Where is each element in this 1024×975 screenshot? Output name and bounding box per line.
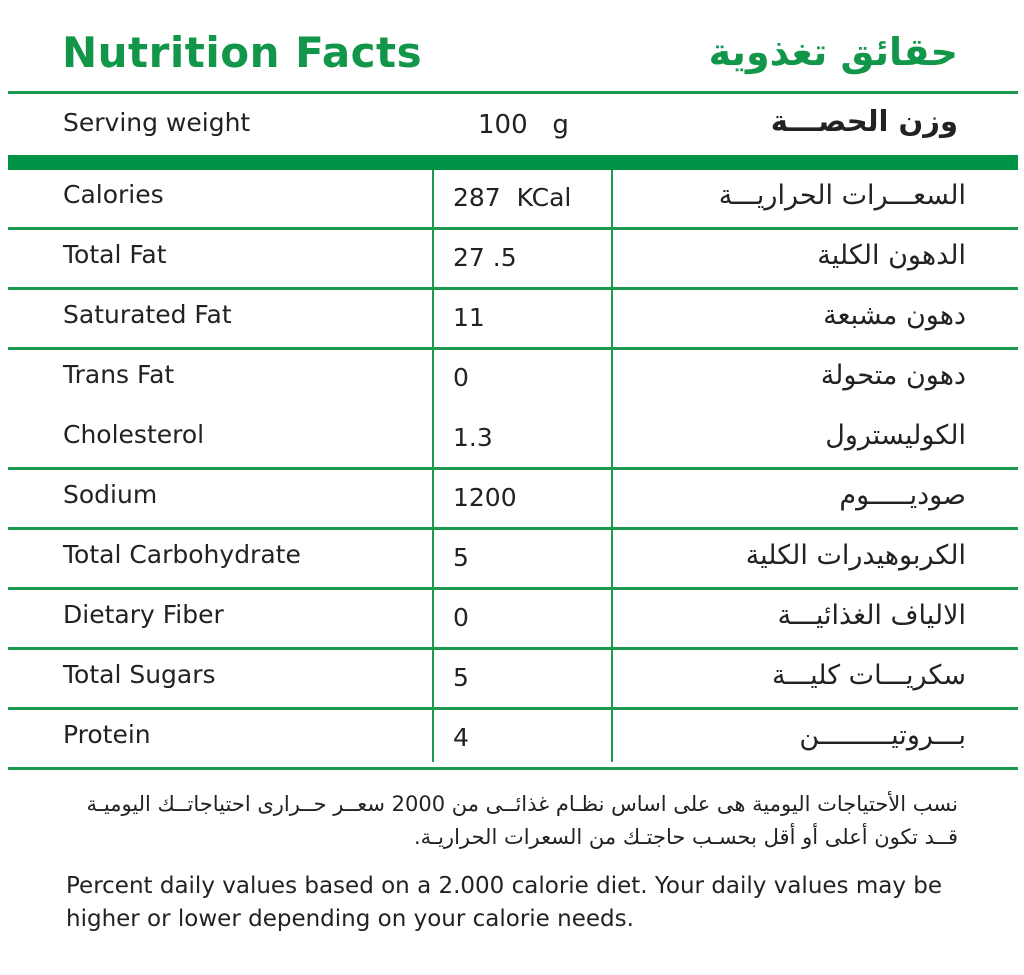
nutrient-row: Total Fat 27 .5 الدهون الكلية bbox=[8, 230, 1018, 290]
nutrient-value: 287 KCal bbox=[453, 183, 572, 212]
nutrient-value: 1200 bbox=[453, 483, 517, 512]
nutrient-name-ar: دهون مشبعة bbox=[823, 300, 966, 331]
serving-label-ar: وزن الحصـــة bbox=[770, 104, 958, 138]
nutrient-table: Calories 287 KCal السعـــرات الحراريـــة To… bbox=[8, 170, 1018, 770]
nutrient-name-en: Total Fat bbox=[63, 240, 167, 269]
nutrient-row: Dietary Fiber 0 الالياف الغذائيـــة bbox=[8, 590, 1018, 650]
nutrient-value: 27 .5 bbox=[453, 243, 517, 272]
nutrient-row: Total Carbohydrate 5 الكربوهيدرات الكلية bbox=[8, 530, 1018, 590]
title-english: Nutrition Facts bbox=[62, 28, 423, 77]
nutrient-name-ar: الكوليسترول bbox=[825, 420, 966, 451]
nutrient-value: 4 bbox=[453, 723, 469, 752]
nutrient-name-en: Total Sugars bbox=[63, 660, 216, 689]
nutrient-value: 0 bbox=[453, 363, 469, 392]
serving-value: 100 g bbox=[478, 110, 569, 140]
nutrient-row: Sodium 1200 صوديـــــوم bbox=[8, 470, 1018, 530]
nutrient-name-ar: دهون متحولة bbox=[820, 360, 966, 391]
nutrient-name-ar: بـــروتيـــــــــن bbox=[799, 720, 966, 751]
nutrient-name-ar: سكريـــات كليـــة bbox=[771, 660, 966, 691]
nutrient-row: Trans Fat 0 دهون متحولة bbox=[8, 350, 1018, 410]
nutrient-name-en: Trans Fat bbox=[63, 360, 175, 389]
nutrient-name-ar: الدهون الكلية bbox=[817, 240, 966, 271]
nutrient-row: Calories 287 KCal السعـــرات الحراريـــة bbox=[8, 170, 1018, 230]
nutrient-name-ar: الالياف الغذائيـــة bbox=[777, 600, 966, 631]
nutrient-name-en: Protein bbox=[63, 720, 151, 749]
nutrient-name-en: Cholesterol bbox=[63, 420, 205, 449]
nutrient-name-en: Saturated Fat bbox=[63, 300, 232, 329]
nutrient-name-en: Calories bbox=[63, 180, 164, 209]
nutrient-name-en: Total Carbohydrate bbox=[63, 540, 301, 569]
nutrient-name-ar: الكربوهيدرات الكلية bbox=[745, 540, 966, 571]
nutrient-value: 5 bbox=[453, 543, 469, 572]
nutrient-row: Cholesterol 1.3 الكوليسترول bbox=[8, 410, 1018, 470]
nutrient-name-en: Sodium bbox=[63, 480, 158, 509]
serving-row: Serving weight 100 g وزن الحصـــة bbox=[8, 92, 1018, 155]
nutrient-value: 11 bbox=[453, 303, 485, 332]
nutrient-row: Protein 4 بـــروتيـــــــــن bbox=[8, 710, 1018, 770]
nutrient-value: 0 bbox=[453, 603, 469, 632]
serving-label-en: Serving weight bbox=[63, 108, 251, 137]
thick-divider-bar bbox=[8, 155, 1018, 170]
nutrient-name-ar: صوديـــــوم bbox=[839, 480, 966, 511]
nutrient-value: 1.3 bbox=[453, 423, 493, 452]
nutrient-name-en: Dietary Fiber bbox=[63, 600, 224, 629]
nutrient-row: Total Sugars 5 سكريـــات كليـــة bbox=[8, 650, 1018, 710]
nutrient-name-ar: السعـــرات الحراريـــة bbox=[718, 180, 966, 211]
divider bbox=[8, 91, 1018, 94]
column-divider bbox=[611, 170, 613, 762]
title-arabic: حقائق تغذوية bbox=[708, 30, 958, 74]
column-divider bbox=[432, 170, 434, 762]
nutrient-row: Saturated Fat 11 دهون مشبعة bbox=[8, 290, 1018, 350]
nutrient-value: 5 bbox=[453, 663, 469, 692]
footnote-english: Percent daily values based on a 2.000 ca… bbox=[66, 873, 943, 932]
footnote-arabic: نسب الأحتياجات اليومية هى على اساس نظـام… bbox=[86, 792, 958, 849]
